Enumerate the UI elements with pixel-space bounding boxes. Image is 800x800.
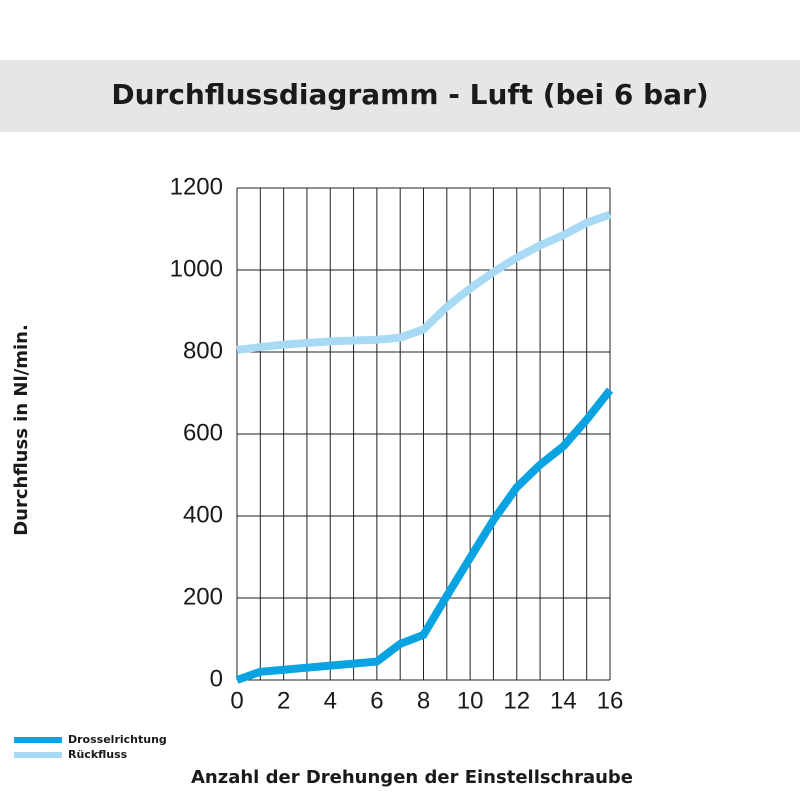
x-tick-label: 12 (503, 687, 530, 714)
y-tick-label: 200 (183, 583, 223, 610)
y-tick-label: 600 (183, 419, 223, 446)
x-tick-label: 8 (417, 687, 430, 714)
legend-label: Drosselrichtung (68, 733, 167, 746)
y-tick-label: 400 (183, 501, 223, 528)
y-axis-label: Durchfluss in Nl/min. (11, 324, 32, 536)
x-tick-label: 16 (597, 687, 624, 714)
x-tick-label: 10 (457, 687, 484, 714)
y-tick-label: 0 (210, 665, 223, 692)
y-tick-label: 1000 (170, 255, 223, 282)
title-band (0, 60, 800, 132)
x-tick-label: 4 (324, 687, 337, 714)
chart-title: Durchflussdiagramm - Luft (bei 6 bar) (111, 78, 708, 111)
x-tick-label: 2 (277, 687, 290, 714)
y-tick-label: 800 (183, 337, 223, 364)
data-line (236, 210, 612, 354)
x-tick-label: 6 (370, 687, 383, 714)
x-tick-label: 14 (550, 687, 577, 714)
x-axis-label: Anzahl der Drehungen der Einstellschraub… (191, 767, 633, 788)
x-tick-label: 0 (230, 687, 243, 714)
data-line (235, 387, 614, 684)
y-tick-label: 1200 (170, 173, 223, 200)
legend-label: Rückfluss (68, 748, 128, 761)
